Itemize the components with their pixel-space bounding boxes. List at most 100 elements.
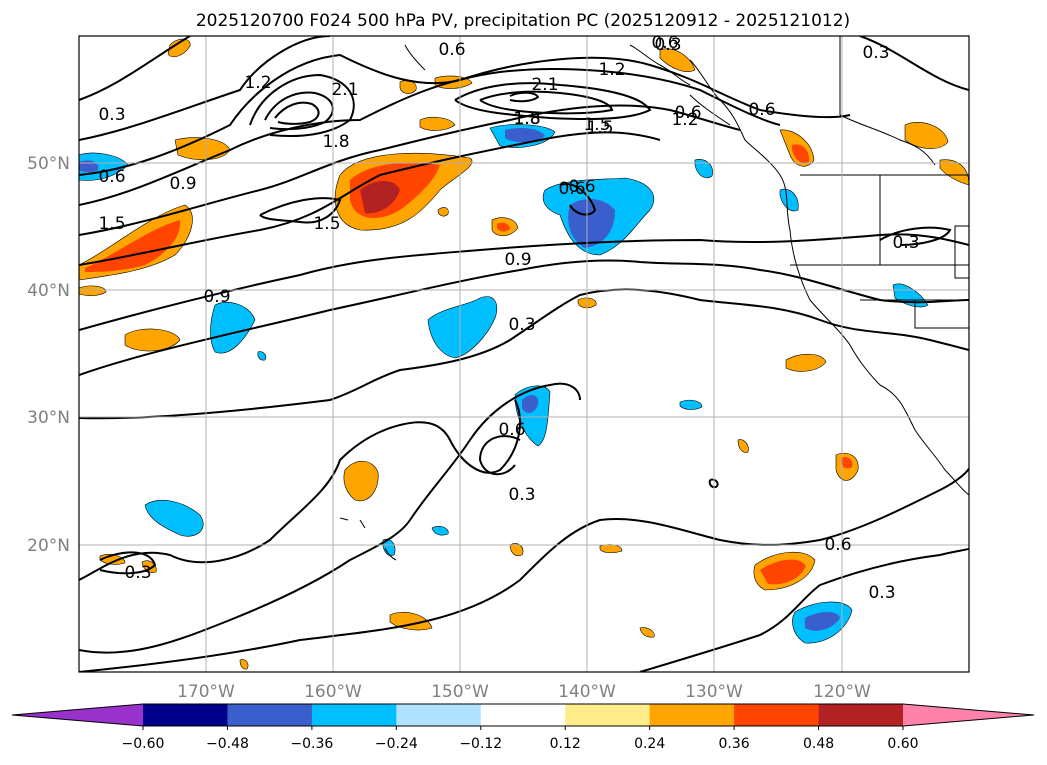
- colorbar-segment: [227, 704, 313, 726]
- precip-blob: [568, 198, 615, 248]
- colorbar-tick-label: −0.48: [206, 736, 249, 752]
- contour-label: 0.3: [508, 485, 535, 505]
- precip-blob: [522, 395, 539, 413]
- colorbar-segment: [649, 704, 735, 726]
- map-area: 0.3 0.6 0.9 1.2 1.5 1.8 2.1 0.6 0.3 1.2 …: [79, 33, 969, 672]
- contour-label: 0.3: [892, 233, 919, 253]
- precip-blob: [437, 207, 449, 217]
- precip-blob: [792, 144, 810, 164]
- precip-blob: [427, 296, 498, 359]
- colorbar-tick-label: −0.60: [122, 736, 165, 752]
- colorbar-segment: [818, 704, 904, 726]
- colorbar-segment: [734, 704, 820, 726]
- contour-label: 0.6: [674, 103, 701, 123]
- lon-label: 150°W: [431, 682, 489, 702]
- contour-label: 1.2: [598, 60, 625, 80]
- colorbar-tick-label: 0.60: [887, 736, 918, 752]
- pv-contours: [79, 36, 969, 672]
- precip-blob: [505, 128, 545, 143]
- contour-label: 2.1: [331, 80, 358, 100]
- lat-label: 20°N: [27, 536, 70, 556]
- contour-label: 1.2: [671, 110, 698, 130]
- precip-blob: [779, 188, 799, 212]
- colorbar-tick-label: 0.12: [550, 736, 581, 752]
- lon-label: 120°W: [813, 682, 871, 702]
- contour-label: 0.3: [654, 35, 681, 55]
- contour-labels: 0.3 0.6 0.9 1.2 1.5 1.8 2.1 0.6 0.3 1.2 …: [98, 33, 919, 603]
- contour-label: 0.3: [124, 563, 151, 583]
- precip-blob: [124, 328, 181, 352]
- contour-label: 0.6: [748, 100, 775, 120]
- contour-label: 0.6: [98, 167, 125, 187]
- lat-label: 40°N: [27, 281, 70, 301]
- precip-blob: [210, 301, 256, 354]
- lon-label: 170°W: [177, 682, 235, 702]
- precip-blob: [141, 560, 157, 573]
- contour-label: 0.3: [508, 315, 535, 335]
- contour-label: 1.8: [513, 109, 540, 129]
- precip-blob: [419, 116, 456, 131]
- colorbar-segment: [143, 704, 228, 726]
- contour-label: 0.9: [504, 250, 531, 270]
- precip-blob: [509, 543, 524, 557]
- colorbar-tick-label: 0.36: [719, 736, 750, 752]
- colorbar-tick-label: −0.36: [290, 736, 333, 752]
- contour-label: 1.8: [322, 132, 349, 152]
- plot-title: 2025120700 F024 500 hPa PV, precipitatio…: [196, 11, 850, 31]
- colorbar-segment: [311, 704, 397, 726]
- contour-label: 0.3: [98, 105, 125, 125]
- precip-blob: [760, 559, 806, 585]
- precip-blob: [79, 285, 107, 296]
- colorbar-tick-label: −0.12: [459, 736, 502, 752]
- precip-blob: [737, 439, 749, 453]
- precip-blob: [167, 38, 191, 58]
- latitude-labels: 50°N 40°N 30°N 20°N: [27, 154, 70, 556]
- contour-label: 0.6: [568, 177, 595, 197]
- gridlines: [79, 36, 969, 672]
- precip-blob: [239, 659, 249, 670]
- precip-blob: [904, 122, 949, 149]
- precip-blob: [144, 500, 204, 537]
- contour-label: 0.6: [651, 33, 678, 53]
- precip-blob: [805, 612, 840, 631]
- precip-blob: [694, 159, 713, 179]
- precip-blob: [841, 457, 853, 469]
- contour-label: 1.5: [98, 214, 125, 234]
- contour-label: 0.6: [438, 40, 465, 60]
- colorbar-extend-low: [12, 704, 143, 726]
- colorbar-segment: [480, 704, 566, 726]
- longitude-labels: 170°W 160°W 150°W 140°W 130°W 120°W: [177, 682, 871, 702]
- colorbar: −0.60 −0.48 −0.36 −0.24 −0.12 0.12 0.24 0.36 0.4…: [11, 703, 1035, 752]
- contour-label: 0.3: [868, 583, 895, 603]
- lon-label: 160°W: [304, 682, 362, 702]
- precip-blob: [639, 627, 655, 638]
- contour-label: 2.1: [531, 75, 558, 95]
- contour-label: 1.8: [513, 109, 540, 129]
- contour-label: 1.5: [583, 115, 610, 135]
- colorbar-extend-high: [903, 704, 1034, 726]
- colorbar-tick-label: 0.48: [803, 736, 834, 752]
- precip-blob: [431, 526, 449, 536]
- coastlines: [339, 36, 969, 561]
- map-frame: [78, 35, 970, 673]
- precip-blob: [343, 460, 379, 502]
- colorbar-segment: [396, 704, 482, 726]
- contour-label: 0.9: [203, 287, 230, 307]
- lon-label: 140°W: [558, 682, 616, 702]
- lat-label: 30°N: [27, 408, 70, 428]
- precip-blob: [785, 353, 827, 372]
- colorbar-tick-label: 0.24: [634, 736, 665, 752]
- colorbar-tick-label: −0.24: [375, 736, 418, 752]
- lat-label: 50°N: [27, 154, 70, 174]
- contour-label: 0.3: [862, 43, 889, 63]
- contour-label: 0.6: [498, 420, 525, 440]
- lon-label: 130°W: [685, 682, 743, 702]
- contour-label: 1.2: [244, 73, 271, 93]
- precip-blob: [257, 351, 267, 361]
- precip-blob: [497, 222, 510, 232]
- contour-label: 1.5: [313, 214, 340, 234]
- contour-label: 1.5: [586, 118, 613, 138]
- precip-blob: [679, 399, 703, 410]
- contour-label: 0.6: [824, 535, 851, 555]
